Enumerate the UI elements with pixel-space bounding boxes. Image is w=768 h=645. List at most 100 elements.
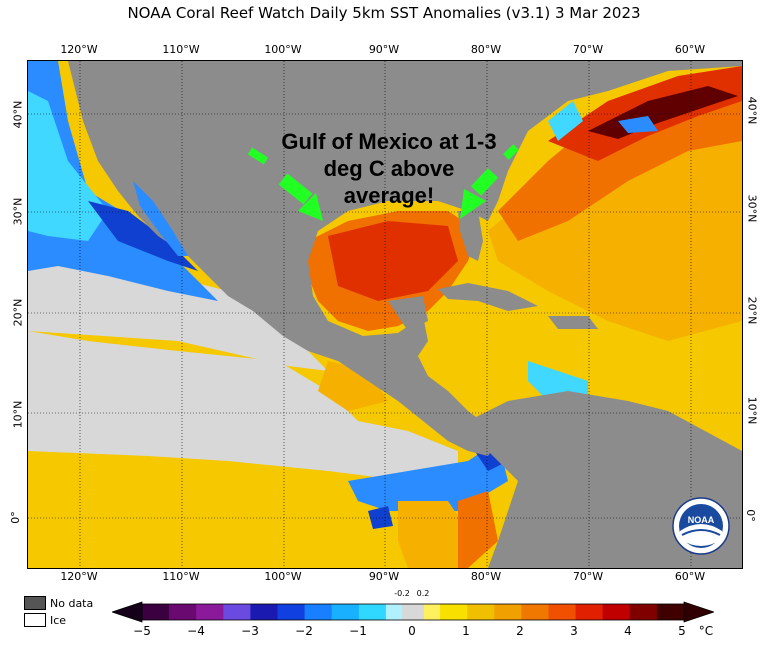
arrow-shaft-left — [278, 173, 313, 205]
colorbar-tick: −1 — [349, 624, 367, 638]
legend-label: Ice — [50, 613, 67, 627]
colorbar-max-arrow — [683, 601, 714, 623]
lat-label: 20°N — [745, 296, 759, 325]
hot-region — [458, 491, 498, 568]
colorbar-unit: °C — [698, 624, 714, 638]
colorbar-cell — [331, 604, 360, 620]
colorbar-tick: 4 — [624, 624, 632, 638]
arrow-dash — [503, 144, 519, 160]
land-yucatan — [388, 296, 428, 331]
land-north-america — [68, 61, 742, 456]
colorbar-cell — [467, 604, 495, 620]
lon-label: 70°W — [572, 570, 604, 583]
colorbar-cell — [629, 604, 658, 620]
ice-swatch — [24, 613, 46, 627]
cool-eddy — [548, 101, 583, 141]
neutral-band — [28, 331, 458, 491]
lat-label: 20°N — [11, 298, 25, 327]
lon-label: 60°W — [674, 570, 706, 583]
colorbar-cell — [602, 604, 631, 620]
colorbar-cell — [494, 604, 522, 620]
lon-label: 90°W — [368, 570, 400, 583]
colorbar-cell — [169, 604, 197, 620]
cold-region — [368, 506, 393, 529]
land-cuba — [438, 283, 538, 311]
lat-label: 30°N — [11, 197, 25, 226]
colorbar-cell — [440, 604, 468, 620]
sst-anomaly-map — [27, 60, 743, 569]
lat-label: 40°N — [745, 96, 759, 125]
cool-region — [28, 61, 218, 301]
map-canvas — [28, 61, 742, 568]
lon-label: 70°W — [572, 43, 604, 56]
colorbar-tick: −2 — [295, 624, 313, 638]
colorbar-cell — [548, 604, 577, 620]
legend-ice: Ice — [24, 613, 66, 627]
neutral-band — [28, 261, 328, 371]
lon-label: 60°W — [674, 43, 706, 56]
cool-eddy — [618, 116, 658, 133]
colorbar-tick: −4 — [187, 624, 205, 638]
land-hispaniola — [548, 316, 598, 329]
cold-region — [88, 201, 198, 271]
logo-text: NOAA — [688, 515, 715, 525]
colorbar-cell — [196, 604, 224, 620]
lon-label: 100°W — [264, 570, 302, 583]
arrow-dash — [247, 147, 269, 165]
lat-label: 10°N — [745, 396, 759, 425]
colorbar-neutral-cell — [402, 604, 424, 620]
cool-region — [348, 441, 508, 511]
colorbar-tick: 0 — [408, 624, 416, 638]
lat-label: 0° — [743, 509, 757, 522]
arrow-head-right — [460, 189, 486, 219]
lon-label: 110°W — [162, 570, 200, 583]
noaa-logo: NOAA — [672, 497, 730, 555]
colorbar-tick: −5 — [133, 624, 151, 638]
annotation-arrows — [247, 144, 519, 221]
annotation-line: Gulf of Mexico at 1-3 — [281, 129, 497, 154]
annotation-line: average! — [343, 183, 435, 208]
colorbar-cell — [250, 604, 278, 620]
lon-label: 100°W — [264, 43, 302, 56]
colorbar-cell — [656, 604, 685, 620]
graticule — [28, 61, 742, 568]
land-florida — [458, 211, 483, 261]
lon-label: 90°W — [368, 43, 400, 56]
colorbar-tick: 5 — [678, 624, 686, 638]
lat-label: 40°N — [11, 100, 25, 129]
colorbar-cell — [575, 604, 604, 620]
colorbar-min-arrow — [112, 601, 143, 623]
no-data-swatch — [24, 596, 46, 610]
colorbar — [112, 601, 714, 623]
cool-region — [528, 361, 588, 401]
colorbar-cell — [277, 604, 306, 620]
colorbar-cell — [223, 604, 251, 620]
legend-label: No data — [50, 596, 94, 610]
annotation-line: deg C above — [323, 156, 455, 181]
colorbar-cells — [141, 603, 685, 621]
lat-label: 0° — [8, 511, 22, 524]
lon-label: 120°W — [60, 43, 98, 56]
lon-label: 120°W — [60, 570, 98, 583]
colorbar-tick: 2 — [516, 624, 524, 638]
colorbar-cell — [521, 604, 549, 620]
lat-label: 30°N — [745, 194, 759, 223]
arrow-head-left — [298, 193, 323, 221]
cool-region — [28, 91, 108, 241]
colorbar-tick: 1 — [462, 624, 470, 638]
annotation-text: Gulf of Mexico at 1-3 deg C above averag… — [244, 128, 534, 209]
lon-label: 110°W — [162, 43, 200, 56]
colorbar-cell — [142, 604, 170, 620]
warm-region — [318, 361, 388, 411]
colorbar-cell — [304, 604, 333, 620]
gulf-very-hot — [328, 221, 458, 301]
colorbar-small-tick: -0.2 — [394, 589, 410, 598]
lon-label: 80°W — [470, 570, 502, 583]
colorbar-tick: −3 — [241, 624, 259, 638]
colorbar-tick: 3 — [570, 624, 578, 638]
colorbar-small-tick: 0.2 — [416, 589, 430, 598]
lon-label: 80°W — [470, 43, 502, 56]
arrow-shaft-right — [470, 168, 499, 196]
lat-label: 10°N — [11, 400, 25, 429]
colorbar-cell — [358, 604, 387, 620]
